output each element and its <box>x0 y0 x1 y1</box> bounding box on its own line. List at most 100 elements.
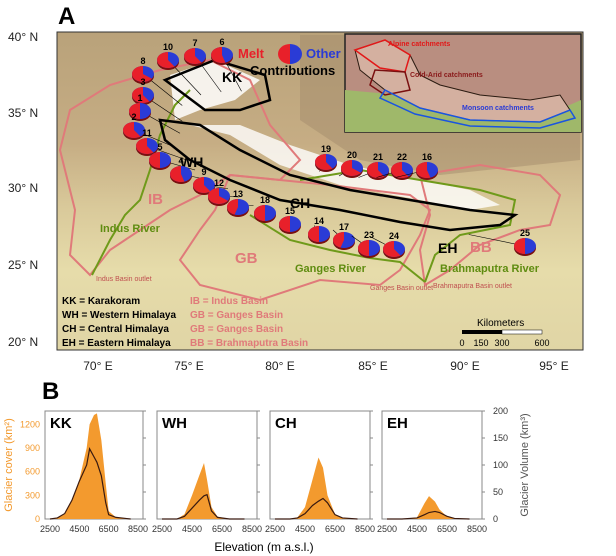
lat-label: 20° N <box>8 335 38 349</box>
lat-label: 40° N <box>8 30 38 44</box>
pie-slice-melt <box>367 162 385 178</box>
pie-slice-melt <box>315 154 333 171</box>
pie-label: 15 <box>285 206 295 216</box>
x-tick-label: 4500 <box>182 524 202 534</box>
pie-22: 22 <box>376 152 413 180</box>
chart-title: KK <box>50 415 72 432</box>
pie-slice-melt <box>184 48 202 65</box>
basin-label-bb: BB <box>470 239 492 256</box>
pie-slice-melt <box>358 240 369 256</box>
lon-label: 90° E <box>450 359 479 373</box>
pie-21: 21 <box>358 152 389 180</box>
pie-4: 4 <box>170 156 211 184</box>
scale-title: Kilometers <box>477 318 524 329</box>
pie-10: 10 <box>157 42 202 96</box>
ganges-basin-outline <box>178 173 432 302</box>
pie-5: 5 <box>149 142 196 171</box>
pie-label: 11 <box>142 128 152 138</box>
pie-label: 12 <box>214 178 224 188</box>
chart-title: EH <box>387 415 408 432</box>
glacier-cover-area <box>275 457 358 519</box>
pie-24: 24 <box>370 231 405 259</box>
pie-charts: 6 7 10 8 3 12 11 5 4 9 12 13 18 15 14 17 23 24 19 20 21 22 16 2… <box>123 37 536 259</box>
glacier-cover-kk <box>170 60 260 120</box>
y-axis-label-left: Glacier cover (km²) <box>3 418 15 512</box>
legend-gb-2: GB = Ganges Basin <box>190 324 283 335</box>
glacier-volume-line <box>387 510 470 520</box>
pie-14: 14 <box>308 216 330 244</box>
pie-2: 2 <box>123 112 176 148</box>
pie-8: 8 <box>132 56 183 106</box>
y-tick-label: 900 <box>25 443 40 453</box>
x-tick-label: 2500 <box>377 524 397 534</box>
pie-label: 22 <box>397 152 407 162</box>
lat-label: 25° N <box>8 258 38 272</box>
panel-b-letter: B <box>42 378 60 405</box>
pie-label: 5 <box>157 142 162 152</box>
x-tick-label: 2500 <box>265 524 285 534</box>
pie-label: 10 <box>163 42 173 52</box>
basin-label-ib: IB <box>148 191 163 208</box>
inset-label-alpine: Alpine catchments <box>388 41 450 48</box>
map-panel: 40° N 35° N 30° N 25° N 20° N 70° E 75° … <box>8 30 584 373</box>
lon-label: 85° E <box>358 359 387 373</box>
ganges-river <box>249 214 426 283</box>
panel-a-letter: A <box>58 3 76 30</box>
pie-slice-melt <box>308 226 319 242</box>
lat-label: 30° N <box>8 181 38 195</box>
y-tick-label: 1200 <box>20 419 40 429</box>
pie-label: 17 <box>339 222 349 232</box>
legend-kk: KK = Karakoram <box>62 296 140 307</box>
region-label-eh: EH <box>438 240 457 256</box>
outlet-label-indus: Indus Basin outlet <box>96 276 152 283</box>
y-right-tick-label: 50 <box>493 487 503 497</box>
inset-map: Alpine catchments Cold-Arid catchments M… <box>344 33 582 133</box>
y-right-tick-label: 150 <box>493 433 508 443</box>
lon-label: 95° E <box>539 359 568 373</box>
pie-12: 12 <box>208 178 240 206</box>
region-label-wh: WH <box>180 154 203 170</box>
lon-label: 75° E <box>174 359 203 373</box>
pie-label: 3 <box>140 77 145 87</box>
pie-slice-melt <box>416 162 431 178</box>
pie-label: 1 <box>137 93 142 103</box>
inset-label-monsoon: Monsoon catchments <box>462 105 534 112</box>
legend-contributions: Contributions <box>250 63 335 78</box>
pie-label: 7 <box>192 38 197 48</box>
pie-3: 3 <box>132 77 183 122</box>
pie-15: 15 <box>279 206 301 234</box>
pie-18: 18 <box>254 195 276 223</box>
y-right-tick-label: 0 <box>493 514 498 524</box>
pie-label: 13 <box>233 189 243 199</box>
pie-slice-melt <box>149 152 160 168</box>
glacier-volume-line <box>49 447 131 520</box>
chart-ch: CH 2500 4500 6500 8500 <box>265 410 375 534</box>
outlet-label-brahmaputra: Brahmaputra Basin outlet <box>433 283 512 290</box>
lat-label: 35° N <box>8 106 38 120</box>
x-tick-label: 8500 <box>355 524 375 534</box>
river-label-ganges: Ganges River <box>295 263 367 275</box>
lon-label: 70° E <box>83 359 112 373</box>
pie-13: 13 <box>226 189 254 217</box>
pie-25: 25 <box>468 228 536 256</box>
x-tick-label: 8500 <box>128 524 148 534</box>
legend-melt: Melt <box>238 46 265 61</box>
longitude-labels: 70° E 75° E 80° E 85° E 90° E 95° E <box>83 359 568 373</box>
x-tick-label: 6500 <box>212 524 232 534</box>
x-tick-label: 8500 <box>467 524 487 534</box>
pie-slice-melt <box>192 177 211 193</box>
outlet-label-ganges: Ganges Basin outlet <box>370 285 433 292</box>
pie-slice-melt <box>208 188 228 204</box>
x-tick-label: 2500 <box>40 524 60 534</box>
region-label-ch: CH <box>290 195 310 211</box>
pie-label: 4 <box>178 156 183 166</box>
scale-bar: Kilometers 0 150 300 600 <box>459 318 549 348</box>
pie-23: 23 <box>351 230 380 258</box>
scale-tick: 0 <box>459 338 464 348</box>
glacier-volume-line <box>275 497 358 520</box>
legend-gb: GB = Ganges Basin <box>190 310 283 321</box>
legend-ch: CH = Central Himalaya <box>62 324 169 335</box>
x-tick-label: 4500 <box>69 524 89 534</box>
y-axis-label-right: Glacier Volume (km³) <box>519 413 531 516</box>
pie-legend: Melt Other Contributions <box>238 44 341 78</box>
